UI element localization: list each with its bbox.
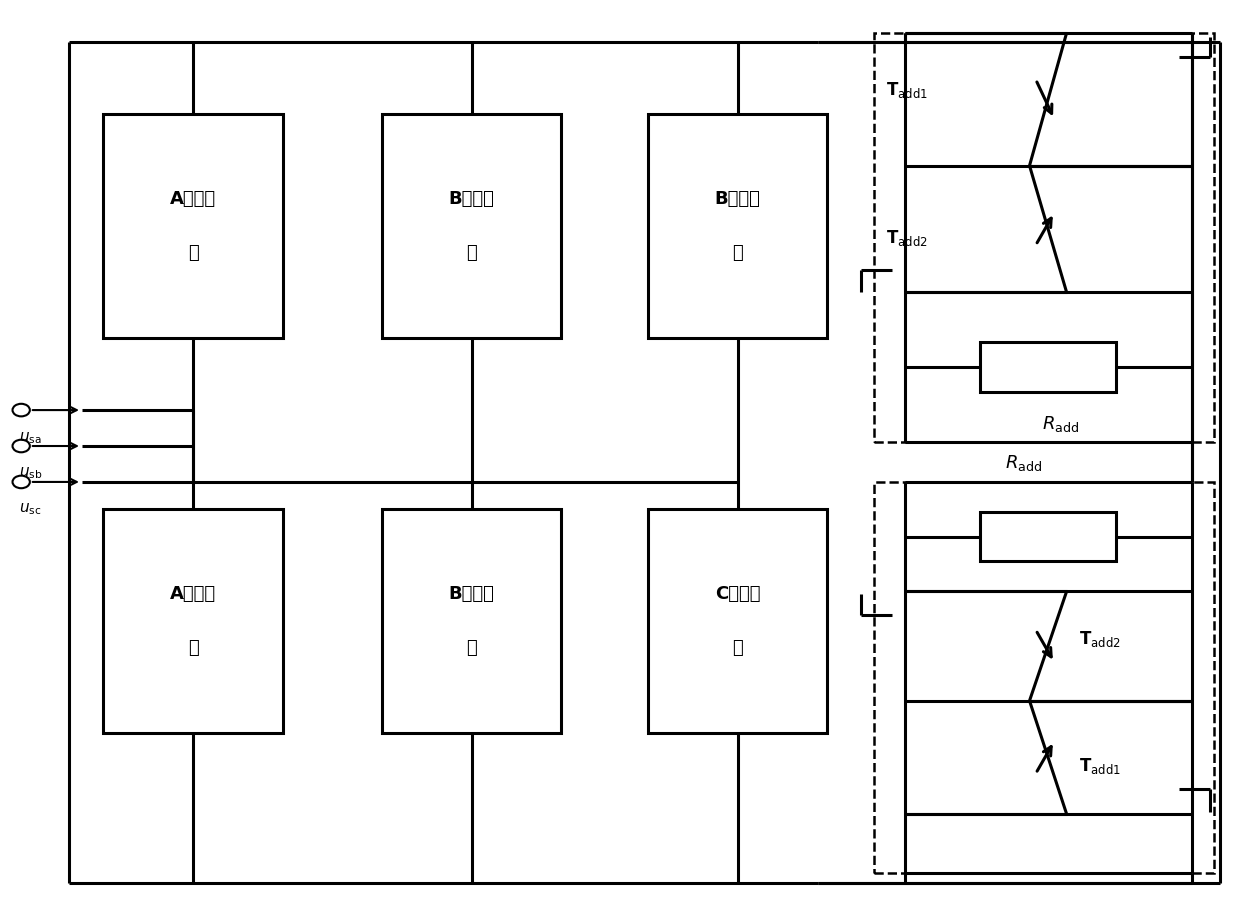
Bar	[874, 482, 1214, 873]
Bar	[103, 509, 283, 733]
Text: 臂: 臂	[466, 639, 477, 657]
Bar	[647, 509, 827, 733]
Bar	[980, 342, 1116, 392]
Bar	[980, 512, 1116, 561]
Bar	[874, 32, 1214, 441]
Text: $\mathbf{T}_{\mathrm{add2}}$: $\mathbf{T}_{\mathrm{add2}}$	[1079, 629, 1121, 649]
Text: A相上桥: A相上桥	[170, 190, 216, 208]
Text: A相下桥: A相下桥	[170, 586, 216, 603]
Text: 臂: 臂	[732, 639, 743, 657]
Bar	[103, 114, 283, 338]
Text: $\mathbf{T}_{\mathrm{add2}}$: $\mathbf{T}_{\mathrm{add2}}$	[887, 228, 928, 248]
Bar	[382, 114, 562, 338]
Text: $\mathbf{T}_{\mathrm{add1}}$: $\mathbf{T}_{\mathrm{add1}}$	[1079, 756, 1121, 777]
Text: $\mathit{R}_{\mathrm{add}}$: $\mathit{R}_{\mathrm{add}}$	[1042, 414, 1079, 434]
Text: B相上桥: B相上桥	[449, 190, 495, 208]
Text: $u_{\mathrm{sa}}$: $u_{\mathrm{sa}}$	[19, 430, 41, 445]
Text: B相上桥: B相上桥	[714, 190, 760, 208]
Text: 臂: 臂	[187, 639, 198, 657]
Text: $\mathit{R}_{\mathrm{add}}$: $\mathit{R}_{\mathrm{add}}$	[1004, 453, 1042, 473]
Bar	[647, 114, 827, 338]
Text: $\mathbf{T}_{\mathrm{add1}}$: $\mathbf{T}_{\mathrm{add1}}$	[887, 80, 928, 100]
Text: 臂: 臂	[732, 244, 743, 262]
Text: C相下桥: C相下桥	[714, 586, 760, 603]
Bar	[382, 509, 562, 733]
Text: 臂: 臂	[466, 244, 477, 262]
Text: 臂: 臂	[187, 244, 198, 262]
Text: B相下桥: B相下桥	[449, 586, 495, 603]
Text: $u_{\mathrm{sc}}$: $u_{\mathrm{sc}}$	[19, 502, 41, 517]
Text: $u_{\mathrm{sb}}$: $u_{\mathrm{sb}}$	[19, 466, 42, 481]
